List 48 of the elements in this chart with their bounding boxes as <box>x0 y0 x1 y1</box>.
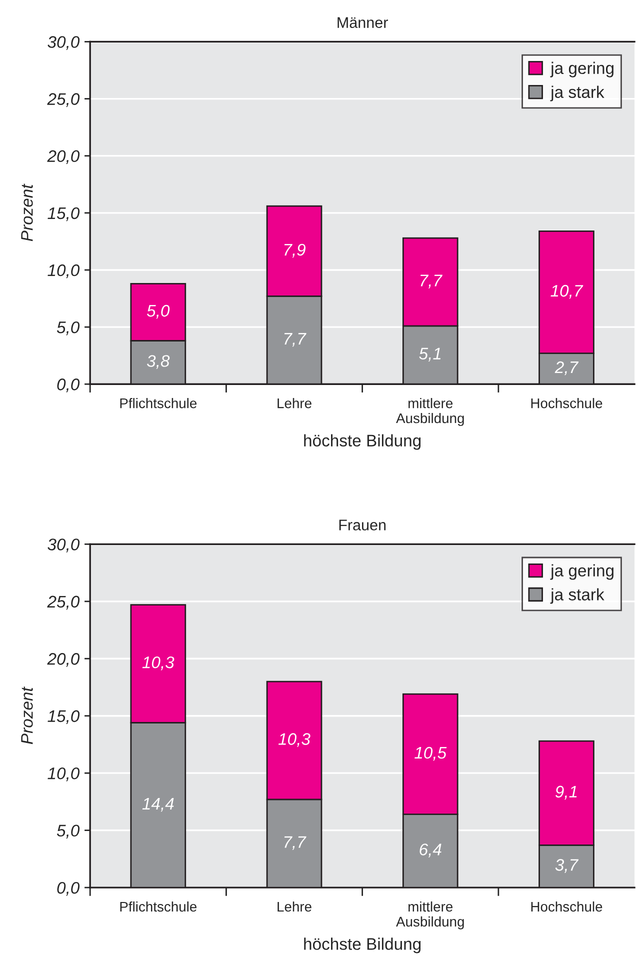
x-tick-label: mittlere Ausbildung <box>396 901 464 930</box>
legend-label: ja gering <box>550 564 614 580</box>
data-label: 14,4 <box>142 798 174 812</box>
data-label: 10,7 <box>550 284 584 299</box>
y-axis-title: Prozent <box>21 184 33 242</box>
x-tick-label: Lehre <box>278 398 312 408</box>
data-label: 5,0 <box>146 304 170 319</box>
x-tick-label: Lehre <box>278 901 312 912</box>
x-tick-label: mittlere Ausbildung <box>396 398 464 426</box>
y-tick-label: 30,0 <box>48 36 80 50</box>
legend-label: ja stark <box>550 588 604 604</box>
x-axis-title: höchste Bildung <box>304 434 421 450</box>
y-tick-label: 10,0 <box>48 767 80 782</box>
y-tick-label: 30,0 <box>48 538 80 552</box>
y-tick-label: 20,0 <box>47 150 80 164</box>
data-label: 6,4 <box>420 844 442 858</box>
data-label: 7,7 <box>420 274 442 288</box>
legend-label: ja stark <box>550 86 604 102</box>
x-tick-label: Hochschule <box>531 398 602 408</box>
data-label: 3,8 <box>146 355 170 369</box>
data-label: 7,9 <box>284 244 306 258</box>
y-tick-label: 0,0 <box>57 378 80 392</box>
data-label: 5,1 <box>419 348 441 362</box>
data-label: 10,5 <box>414 746 447 761</box>
data-label: 9,1 <box>555 786 577 800</box>
y-tick-label: 5,0 <box>56 824 80 838</box>
chart-title: Frauen <box>339 520 386 530</box>
y-axis-title: Prozent <box>21 686 33 744</box>
data-label: 10,3 <box>142 656 174 670</box>
y-tick-label: 15,0 <box>48 710 80 724</box>
x-tick-label: Pflichtschule <box>120 398 197 408</box>
data-label: 7,7 <box>284 333 306 347</box>
x-tick-label: Pflichtschule <box>120 901 197 912</box>
data-label: 10,3 <box>278 733 310 747</box>
data-label: 7,7 <box>284 836 306 850</box>
y-tick-label: 10,0 <box>48 264 80 278</box>
y-tick-label: 0,0 <box>57 882 80 896</box>
chart-title: Männer <box>338 17 388 28</box>
y-tick-label: 20,0 <box>47 653 80 667</box>
y-tick-label: 5,0 <box>56 321 80 336</box>
y-tick-label: 25,0 <box>47 596 80 610</box>
data-label: 2,7 <box>554 361 579 376</box>
x-axis-title: höchste Bildung <box>304 938 421 954</box>
legend-label: ja gering <box>550 62 614 78</box>
y-tick-label: 15,0 <box>48 207 80 222</box>
y-tick-label: 25,0 <box>47 93 80 107</box>
data-label: 3,7 <box>555 859 579 873</box>
x-tick-label: Hochschule <box>531 901 602 912</box>
